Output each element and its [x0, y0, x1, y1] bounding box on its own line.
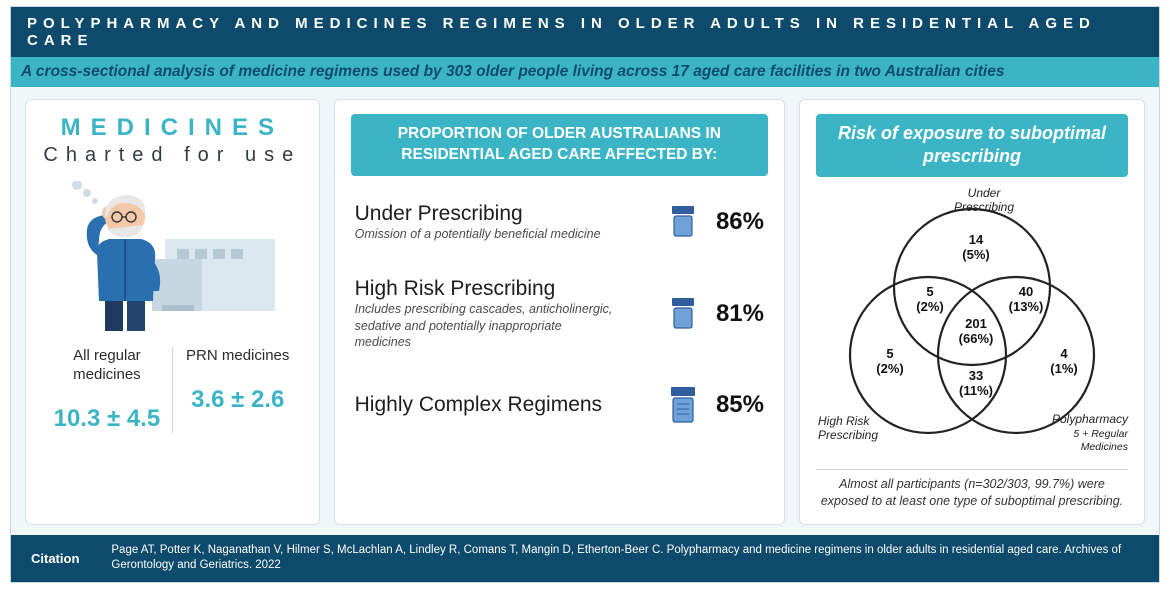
stat-label: All regular medicines: [42, 347, 172, 385]
proportion-item-under: Under Prescribing Omission of a potentia…: [355, 202, 764, 243]
venn-region-ac: 40(13%): [1006, 285, 1046, 315]
proportion-title: High Risk Prescribing: [355, 277, 656, 301]
venn-region-b: 5(2%): [870, 347, 910, 377]
pill-box-icon: [666, 385, 700, 425]
venn-region-abc: 201(66%): [954, 317, 998, 347]
stat-value: 10.3 ± 4.5: [42, 405, 172, 433]
proportion-item-complex: Highly Complex Regimens 85%: [355, 385, 764, 425]
stat-value: 3.6 ± 2.6: [173, 386, 303, 414]
stat-prn: PRN medicines 3.6 ± 2.6: [173, 347, 303, 433]
columns: MEDICINES Charted for use: [11, 87, 1159, 535]
panel-venn: Risk of exposure to suboptimal prescribi…: [799, 99, 1145, 525]
panel-proportion: PROPORTION OF OLDER AUSTRALIANS IN RESID…: [334, 99, 785, 525]
proportion-desc: Includes prescribing cascades, anticholi…: [355, 301, 615, 352]
elderly-person-icon: [67, 181, 277, 331]
medicines-subheading: Charted for use: [43, 144, 301, 167]
stat-regular: All regular medicines 10.3 ± 4.5: [42, 347, 172, 433]
venn-caption: Almost all participants (n=302/303, 99.7…: [816, 469, 1128, 510]
proportion-title: Highly Complex Regimens: [355, 393, 656, 417]
venn-label-poly: Polypharmacy 5 + Regular Medicines: [1034, 413, 1128, 454]
panel-medicines: MEDICINES Charted for use: [25, 99, 320, 525]
proportion-percent: 86%: [700, 208, 764, 236]
stat-label: PRN medicines: [173, 347, 303, 366]
pill-box-icon: [666, 296, 700, 332]
medicines-heading: MEDICINES: [61, 114, 284, 142]
citation-label: Citation: [31, 551, 79, 566]
citation-text: Page AT, Potter K, Naganathan V, Hilmer …: [111, 543, 1139, 574]
proportion-item-highrisk: High Risk Prescribing Includes prescribi…: [355, 277, 764, 352]
venn-banner: Risk of exposure to suboptimal prescribi…: [816, 114, 1128, 177]
pill-box-icon: [666, 204, 700, 240]
proportion-banner: PROPORTION OF OLDER AUSTRALIANS IN RESID…: [351, 114, 768, 176]
citation-bar: Citation Page AT, Potter K, Naganathan V…: [11, 535, 1159, 582]
proportion-desc: Omission of a potentially beneficial med…: [355, 226, 615, 243]
title-bar: POLYPHARMACY AND MEDICINES REGIMENS IN O…: [11, 7, 1159, 57]
venn-label-poly-line1: Polypharmacy: [1052, 412, 1128, 426]
venn-label-poly-line2: 5 + Regular Medicines: [1073, 428, 1128, 454]
infographic: POLYPHARMACY AND MEDICINES REGIMENS IN O…: [10, 6, 1160, 583]
venn-label-under: Under Prescribing: [944, 187, 1024, 215]
proportion-title: Under Prescribing: [355, 202, 656, 226]
venn-region-c: 4(1%): [1044, 347, 1084, 377]
venn-region-bc: 33(11%): [954, 369, 998, 399]
venn-region-ab: 5(2%): [910, 285, 950, 315]
proportion-percent: 85%: [700, 391, 764, 419]
venn-region-a: 14(5%): [956, 233, 996, 263]
subtitle-bar: A cross-sectional analysis of medicine r…: [11, 57, 1159, 87]
proportion-percent: 81%: [700, 300, 764, 328]
venn-label-highrisk: High Risk Prescribing: [818, 415, 898, 443]
medicine-stats: All regular medicines 10.3 ± 4.5 PRN med…: [42, 347, 303, 433]
venn-diagram: Under Prescribing High Risk Prescribing …: [816, 185, 1128, 465]
